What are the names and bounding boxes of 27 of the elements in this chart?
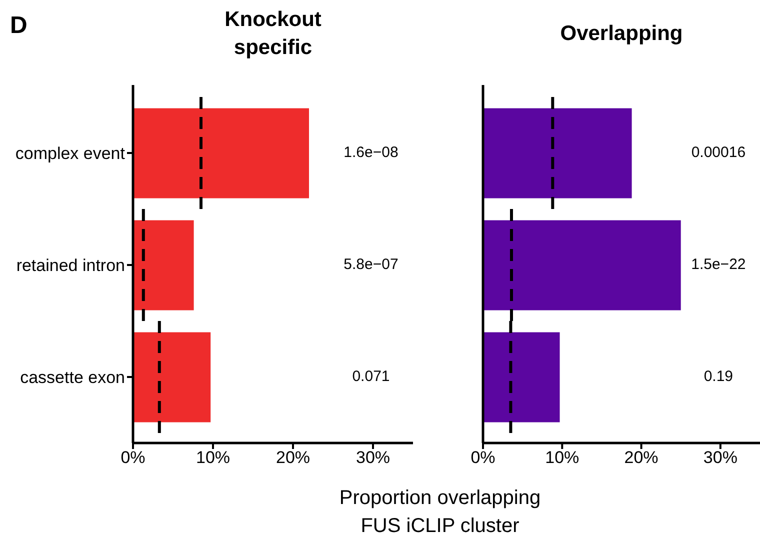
- annotation: 0.00016: [690, 143, 747, 163]
- text: D: [10, 12, 28, 40]
- y-tick-label: retained intron: [16, 256, 125, 276]
- x-tick-label: 0%: [120, 448, 146, 468]
- annotation: 1.5e−22: [690, 255, 747, 275]
- x-tick-label: 10%: [196, 448, 230, 468]
- x-tick-label: 30%: [356, 448, 390, 468]
- bar: [483, 332, 560, 422]
- x-tick-label: 20%: [624, 448, 658, 468]
- annotation: 5.8e−07: [342, 255, 400, 275]
- bar: [483, 220, 681, 310]
- x-tick-label: 20%: [276, 448, 310, 468]
- bar: [133, 332, 211, 422]
- y-tick-label: cassette exon: [20, 368, 125, 388]
- x-tick-label: 30%: [703, 448, 738, 468]
- bar: [133, 220, 194, 310]
- bar: [483, 108, 632, 198]
- annotation: 0.071: [351, 367, 391, 387]
- annotation: 0.19: [702, 367, 734, 387]
- y-tick-label: complex event: [15, 144, 126, 164]
- bar: [133, 108, 309, 198]
- x-tick-label: 10%: [545, 448, 580, 468]
- annotation: 1.6e−08: [342, 143, 400, 163]
- x-tick-label: 0%: [470, 448, 496, 468]
- x-axis-title: Proportion overlapping FUS iCLIP cluster: [338, 486, 542, 539]
- chart-title: Knockout specific: [224, 7, 322, 61]
- chart-title: Overlapping: [559, 21, 684, 47]
